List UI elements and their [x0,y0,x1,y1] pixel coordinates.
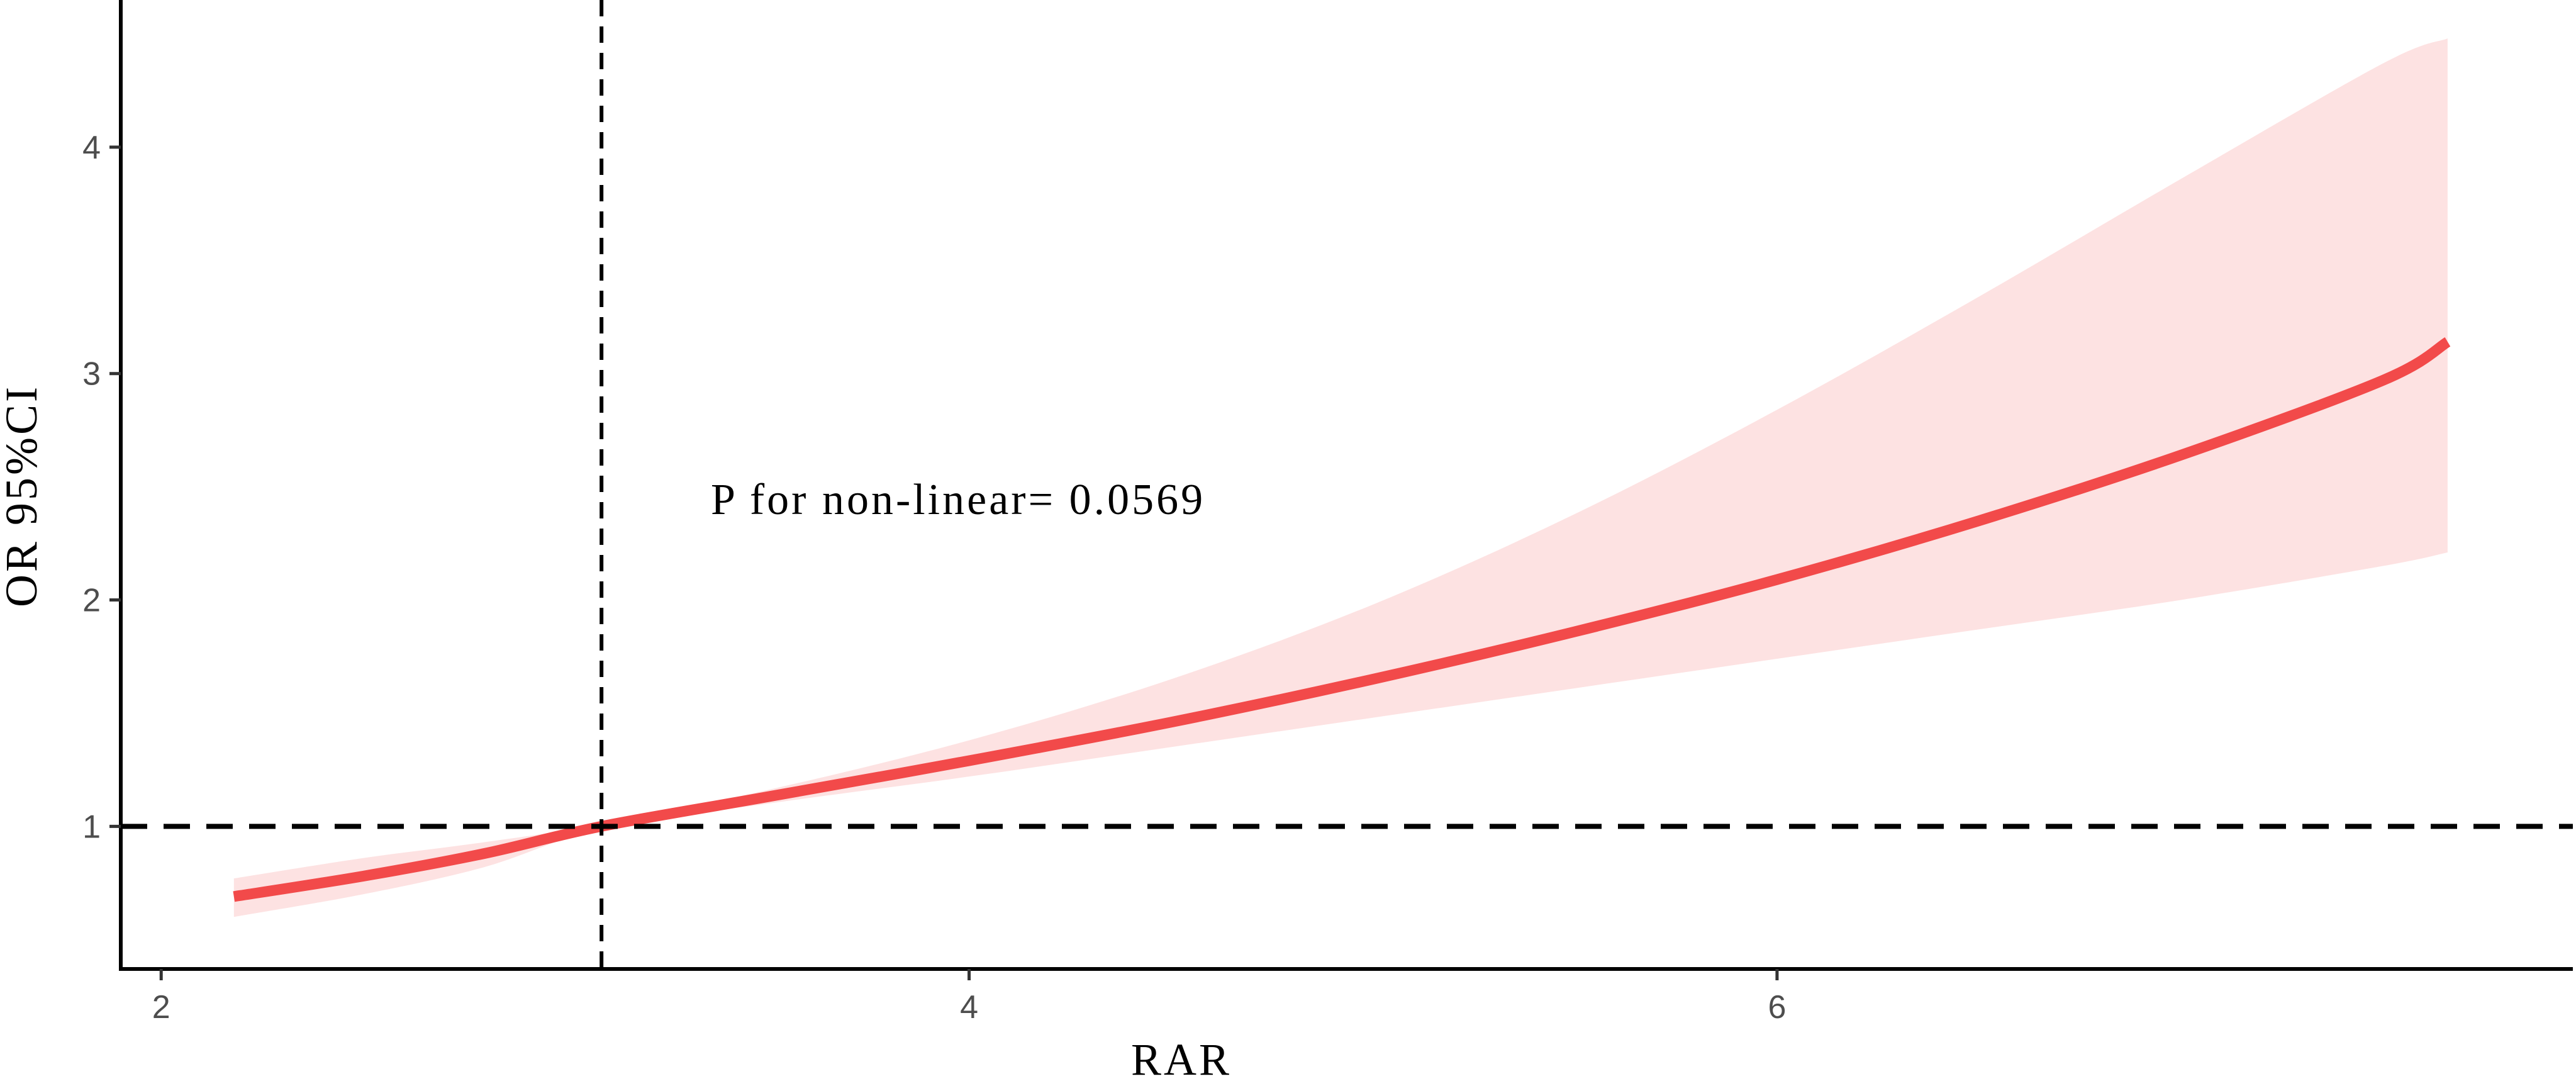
x-tick-label: 6 [1768,989,1786,1026]
curve-layer [233,337,2451,902]
confidence-band-layer [233,38,2448,917]
p-value-annotation: P for non-linear= 0.0569 [711,476,1205,524]
y-tick-label: 3 [82,356,101,393]
reference-lines-layer [121,0,2573,969]
x-tick-label: 4 [960,989,978,1026]
axes-layer [119,0,2573,971]
or-curve-line [233,337,2451,902]
ticks-layer: 2 4 6 1 2 3 4 [82,130,1786,1026]
x-axis-title: RAR [1131,1034,1232,1085]
y-tick-label: 2 [82,583,101,619]
y-tick-label: 4 [82,130,101,166]
x-tick-label: 2 [152,989,170,1026]
y-axis-title: OR 95%CI [0,384,47,607]
y-tick-label: 1 [82,809,101,845]
confidence-band [233,38,2448,917]
